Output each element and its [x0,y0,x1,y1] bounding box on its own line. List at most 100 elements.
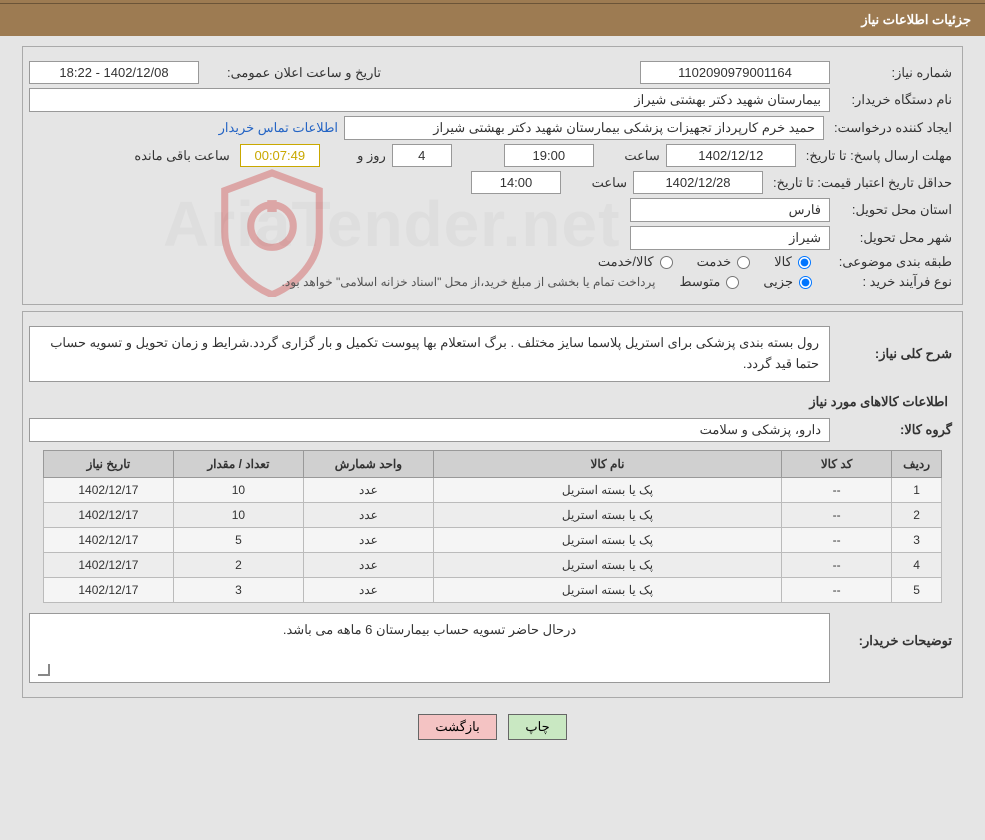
org-value: بیمارستان شهید دکتر بهشتی شیراز [29,88,830,112]
row-province: استان محل تحویل: فارس [29,198,956,222]
th-unit: واحد شمارش [303,450,433,477]
cell-n: 4 [892,552,942,577]
cell-unit: عدد [303,577,433,602]
cell-name: پک یا بسته استریل [433,577,781,602]
back-button[interactable]: بازگشت [418,714,496,740]
cell-date: 1402/12/17 [43,577,173,602]
proc-jozi-text: جزیی [763,274,793,290]
contact-link[interactable]: اطلاعات تماس خریدار [219,120,338,136]
buyer-desc-text: درحال حاضر تسویه حساب بیمارستان 6 ماهه م… [283,622,576,637]
buyer-desc-value: درحال حاضر تسویه حساب بیمارستان 6 ماهه م… [29,613,830,683]
cat-kala-input[interactable] [798,256,811,269]
row-org: نام دستگاه خریدار: بیمارستان شهید دکتر ب… [29,88,956,112]
items-header-row: ردیف کد کالا نام کالا واحد شمارش تعداد /… [43,450,941,477]
table-row: 2--پک یا بسته استریلعدد101402/12/17 [43,502,941,527]
group-value: دارو، پزشکی و سلامت [29,418,830,442]
cat-khadamat-radio[interactable]: خدمت [697,254,751,270]
table-row: 3--پک یا بسته استریلعدد51402/12/17 [43,527,941,552]
th-row: ردیف [892,450,942,477]
deadline-date: 1402/12/12 [666,144,796,167]
org-label: نام دستگاه خریدار: [836,92,956,108]
cell-name: پک یا بسته استریل [433,502,781,527]
minvalid-time: 14:00 [471,171,561,194]
cell-name: پک یا بسته استریل [433,552,781,577]
row-buyer-desc: توضیحات خریدار: درحال حاضر تسویه حساب بی… [29,613,956,683]
proc-note: پرداخت تمام یا بخشی از مبلغ خرید،از محل … [282,275,656,289]
cat-label: طبقه بندی موضوعی: [835,254,956,270]
minvalid-date: 1402/12/28 [633,171,763,194]
cat-kala-radio[interactable]: کالا [774,254,811,270]
table-row: 1--پک یا بسته استریلعدد101402/12/17 [43,477,941,502]
countdown: 00:07:49 [240,144,320,167]
cell-name: پک یا بسته استریل [433,477,781,502]
proc-jozi-radio[interactable]: جزیی [763,274,812,290]
cat-khadamat-text: خدمت [697,254,732,270]
proc-label: نوع فرآیند خرید : [836,274,956,290]
cell-unit: عدد [303,552,433,577]
row-need-desc: شرح کلی نیاز: رول بسته بندی پزشکی برای ا… [29,326,956,382]
cat-khadamat-input[interactable] [737,256,750,269]
city-label: شهر محل تحویل: [836,230,956,246]
cell-qty: 10 [173,477,303,502]
cell-qty: 5 [173,527,303,552]
row-minvalid: حداقل تاریخ اعتبار قیمت: تا تاریخ: 1402/… [29,171,956,194]
row-group: گروه کالا: دارو، پزشکی و سلامت [29,418,956,442]
row-category: طبقه بندی موضوعی: کالا خدمت کالا/خدمت [29,254,956,270]
table-row: 5--پک یا بسته استریلعدد31402/12/17 [43,577,941,602]
table-row: 4--پک یا بسته استریلعدد21402/12/17 [43,552,941,577]
province-label: استان محل تحویل: [836,202,956,218]
cell-qty: 3 [173,577,303,602]
footer-buttons: چاپ بازگشت [0,704,985,754]
cell-name: پک یا بسته استریل [433,527,781,552]
cell-code: -- [782,577,892,602]
proc-motavaset-input[interactable] [726,276,739,289]
cell-date: 1402/12/17 [43,527,173,552]
need-desc-value: رول بسته بندی پزشکی برای استریل پلاسما س… [29,326,830,382]
cell-qty: 10 [173,502,303,527]
cell-n: 3 [892,527,942,552]
cat-both-text: کالا/خدمت [598,254,654,270]
items-title: اطلاعات کالاهای مورد نیاز [29,386,956,414]
row-reqno: شماره نیاز: 1102090979001164 تاریخ و ساع… [29,61,956,84]
page-title: جزئیات اطلاعات نیاز [861,12,971,27]
row-creator: ایجاد کننده درخواست: حمید خرم کارپرداز ت… [29,116,956,140]
page-header: جزئیات اطلاعات نیاز [0,4,985,36]
cell-qty: 2 [173,552,303,577]
cell-date: 1402/12/17 [43,477,173,502]
print-button[interactable]: چاپ [508,714,566,740]
cell-n: 2 [892,502,942,527]
th-name: نام کالا [433,450,781,477]
row-proc: نوع فرآیند خرید : جزیی متوسط پرداخت تمام… [29,274,956,290]
cell-code: -- [782,477,892,502]
cat-both-radio[interactable]: کالا/خدمت [598,254,673,270]
announce-value: 1402/12/08 - 18:22 [29,61,199,84]
remain-word: ساعت باقی مانده [130,148,233,164]
proc-motavaset-radio[interactable]: متوسط [679,274,739,290]
announce-label: تاریخ و ساعت اعلان عمومی: [205,65,385,81]
cell-n: 1 [892,477,942,502]
cat-both-input[interactable] [660,256,673,269]
days-word: روز و [326,148,386,164]
cell-unit: عدد [303,527,433,552]
proc-jozi-input[interactable] [799,276,812,289]
row-city: شهر محل تحویل: شیراز [29,226,956,250]
need-desc-label: شرح کلی نیاز: [836,346,956,362]
th-code: کد کالا [782,450,892,477]
cat-kala-text: کالا [774,254,792,270]
proc-motavaset-text: متوسط [679,274,720,290]
row-deadline: مهلت ارسال پاسخ: تا تاریخ: 1402/12/12 سا… [29,144,956,167]
th-date: تاریخ نیاز [43,450,173,477]
reqno-value: 1102090979001164 [640,61,830,84]
cell-unit: عدد [303,502,433,527]
days-remain: 4 [392,144,452,167]
deadline-label: مهلت ارسال پاسخ: تا تاریخ: [802,148,956,164]
resize-handle-icon[interactable] [38,664,50,676]
cell-code: -- [782,527,892,552]
cell-date: 1402/12/17 [43,502,173,527]
creator-value: حمید خرم کارپرداز تجهیزات پزشکی بیمارستا… [344,116,824,140]
cell-code: -- [782,502,892,527]
buyer-desc-label: توضیحات خریدار: [836,613,956,649]
cell-unit: عدد [303,477,433,502]
cell-n: 5 [892,577,942,602]
deadline-time: 19:00 [504,144,594,167]
